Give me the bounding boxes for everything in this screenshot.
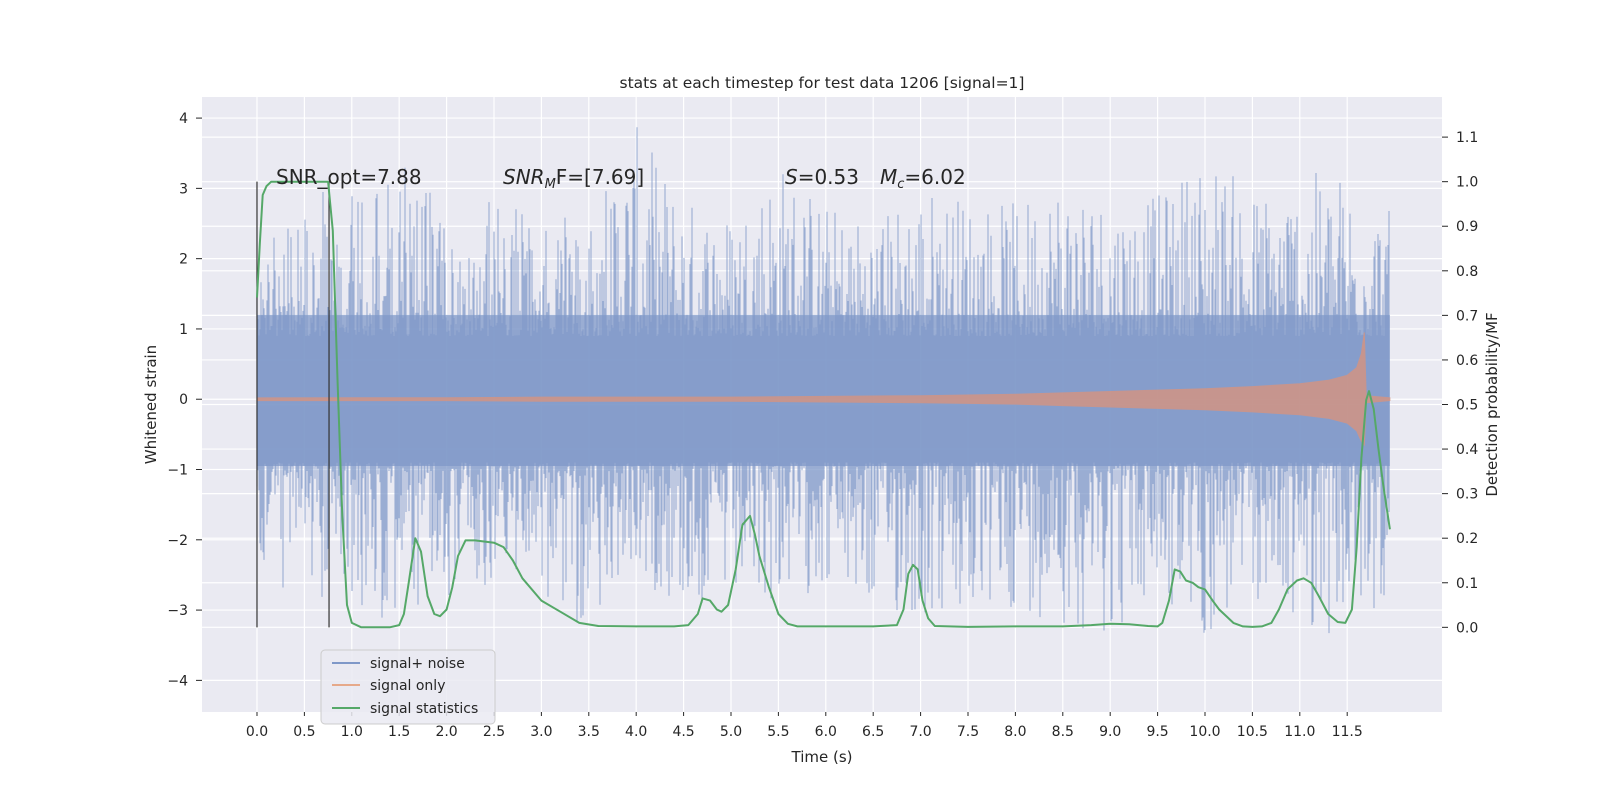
annotation-mc: Mc=6.02	[880, 165, 966, 192]
x-axis-label: Time (s)	[791, 748, 853, 766]
annotation-s: S=0.53	[785, 165, 859, 189]
annotation-snr-mf-tail: F=[7.69]	[556, 165, 644, 189]
y-tick-label: 0	[179, 392, 188, 408]
annotation-mc-sub: c	[897, 177, 904, 192]
y-tick-label: −2	[167, 533, 188, 549]
y2-tick-label: 0.1	[1456, 576, 1478, 592]
annotation-s-value: =0.53	[798, 165, 859, 189]
x-tick-label: 8.5	[1052, 724, 1074, 740]
y-tick-label: 2	[179, 252, 188, 268]
x-tick-label: 4.0	[625, 724, 647, 740]
annotation-mc-value: =6.02	[904, 165, 965, 189]
legend: signal+ noise signal only signal statist…	[320, 649, 496, 725]
x-tick-label: 9.0	[1099, 724, 1121, 740]
y2-tick-label: 0.3	[1456, 487, 1478, 503]
x-tick-label: 7.5	[957, 724, 979, 740]
y-axis-ticks: −4 −3 −2 −1 0 1 2 3 4	[167, 111, 202, 689]
x-tick-label: 7.0	[909, 724, 931, 740]
y-tick-label: 4	[179, 111, 188, 127]
y2-tick-label: 0.8	[1456, 264, 1478, 280]
annotation-snr-mf: SNRMF=[7.69]	[503, 165, 644, 192]
y2-tick-label: 0.5	[1456, 398, 1478, 414]
x-tick-label: 11.5	[1332, 724, 1363, 740]
legend-label-signal-statistics: signal statistics	[370, 701, 478, 717]
x-tick-label: 9.5	[1146, 724, 1168, 740]
y2-tick-label: 0.4	[1456, 442, 1478, 458]
y-tick-label: −4	[167, 673, 188, 689]
y2-tick-label: 0.6	[1456, 353, 1478, 369]
legend-label-signal-only: signal only	[370, 678, 445, 694]
series-signal-only	[256, 332, 1391, 447]
y-tick-label: 1	[179, 322, 188, 338]
legend-label-signal-noise: signal+ noise	[370, 656, 465, 672]
x-tick-label: 6.0	[815, 724, 837, 740]
annotation-snr-opt: SNR_opt=7.88	[276, 165, 422, 189]
series-signal-statistics	[256, 180, 1391, 629]
annotation-snr-mf-label: SNR	[503, 165, 545, 189]
y2-tick-label: 0.9	[1456, 219, 1478, 235]
annotation-mc-label: M	[880, 165, 897, 189]
x-tick-label: 0.5	[293, 724, 315, 740]
x-tick-label: 1.5	[388, 724, 410, 740]
y-tick-label: −1	[167, 463, 188, 479]
y2-tick-label: 0.7	[1456, 308, 1478, 324]
x-tick-label: 3.0	[530, 724, 552, 740]
y2-axis-ticks: 0.0 0.1 0.2 0.3 0.4 0.5 0.6 0.7 0.8 0.9 1.0 1.1	[1442, 130, 1478, 636]
y2-axis-label: Detection probability/MF	[1483, 312, 1501, 496]
x-tick-label: 6.5	[862, 724, 884, 740]
x-tick-label: 8.0	[1004, 724, 1026, 740]
y-tick-label: −3	[167, 603, 188, 619]
x-tick-label: 10.5	[1237, 724, 1268, 740]
x-tick-label: 0.0	[246, 724, 268, 740]
y2-tick-label: 0.0	[1456, 620, 1478, 636]
x-tick-label: 5.5	[767, 724, 789, 740]
data-layer	[256, 127, 1391, 634]
y2-tick-label: 1.1	[1456, 130, 1478, 146]
x-tick-label: 3.5	[578, 724, 600, 740]
x-axis-ticks: 0.0 0.5 1.0 1.5 2.0 2.5 3.0 3.5 4.0 4.5 5.0 5.5 6.0 6…	[246, 712, 1363, 740]
x-tick-label: 11.0	[1284, 724, 1315, 740]
y2-tick-label: 0.2	[1456, 531, 1478, 547]
x-tick-label: 2.0	[435, 724, 457, 740]
y2-tick-label: 1.0	[1456, 175, 1478, 191]
y-axis-label: Whitened strain	[142, 345, 160, 464]
x-tick-label: 1.0	[341, 724, 363, 740]
x-tick-label: 2.5	[483, 724, 505, 740]
annotation-snr-mf-sub: M	[545, 177, 556, 192]
legend-box	[320, 649, 496, 725]
x-tick-label: 10.0	[1189, 724, 1220, 740]
x-tick-label: 4.5	[672, 724, 694, 740]
annotation-s-label: S	[785, 165, 798, 189]
chart-title: stats at each timestep for test data 120…	[620, 74, 1025, 92]
x-tick-label: 5.0	[720, 724, 742, 740]
y-tick-label: 3	[179, 181, 188, 197]
